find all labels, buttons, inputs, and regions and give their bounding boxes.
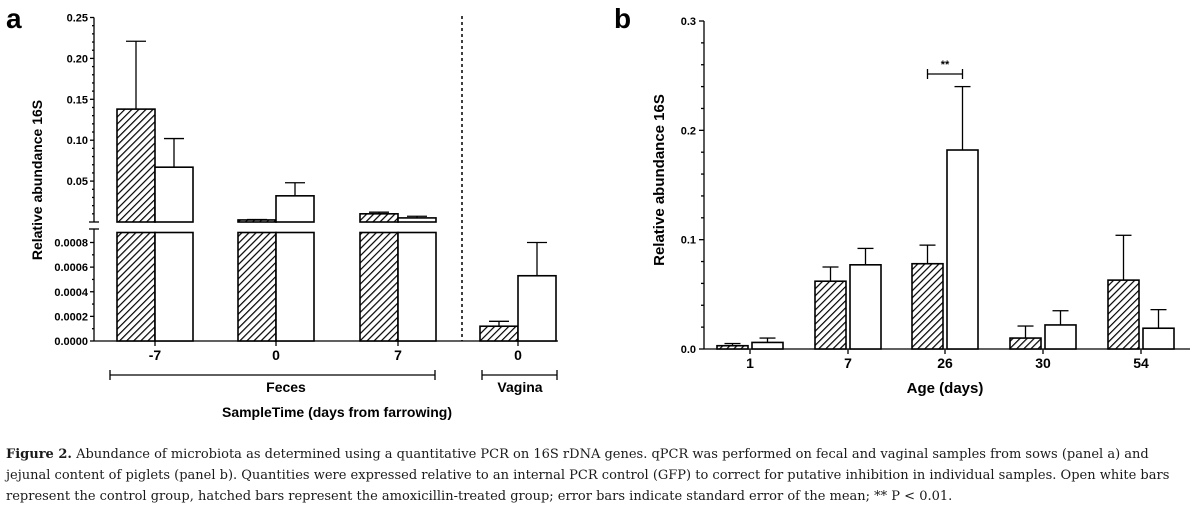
panel-b-x-tick-label: 1 — [746, 355, 754, 371]
panel-a-bar-control — [397, 231, 437, 342]
panel-a-bar-control — [275, 195, 315, 223]
panel-a-bar-control — [517, 274, 557, 342]
panel-a-bar-control — [154, 231, 194, 342]
panel-a-y-tick-label: 0.10 — [67, 135, 88, 147]
figure-2: a Relative abundance 16S SampleTime (day… — [6, 3, 1190, 420]
panel-a-x-tick-label: 0 — [272, 347, 280, 363]
panel-b-y-tick-label: 0.2 — [681, 125, 696, 137]
panel-b-bar-treated — [911, 262, 944, 350]
panel-a-bar-treated — [359, 213, 399, 223]
panel-a-bar-break-gap — [397, 223, 437, 228]
panel-b-bar-treated — [1009, 337, 1042, 350]
panel-a-x-tick-label: -7 — [149, 347, 162, 363]
panel-a-bar-control — [397, 217, 437, 223]
caption-label: Figure 2. — [6, 447, 72, 462]
panel-a-y-tick-label: 0.0004 — [54, 287, 89, 299]
panel-b-y-tick-label: 0.3 — [681, 16, 696, 28]
panel-a-bar-treated — [116, 231, 156, 342]
panel-b-marks: 0.0 0.1 0.2 0.3 1 7 26 30 54 — [681, 16, 1190, 371]
panel-b-ylabel: Relative abundance 16S — [651, 94, 668, 266]
panel-a-y-tick-label: 0.0000 — [54, 336, 88, 348]
panel-a-y-tick-label: 0.25 — [67, 13, 88, 25]
panel-a-xlabel: SampleTime (days from farrowing) — [222, 404, 452, 420]
panel-a-y-tick-label: 0.0002 — [54, 311, 88, 323]
panel-b-bar-control — [946, 149, 979, 350]
panel-a-y-tick-label: 0.0008 — [54, 238, 88, 250]
panel-b-x-tick-label: 30 — [1035, 355, 1051, 371]
figure-caption: Figure 2. Abundance of microbiota as det… — [6, 444, 1196, 507]
panel-a-letter: a — [6, 3, 22, 34]
panel-a-bar-treated — [237, 231, 277, 342]
panel-a-bar-treated — [479, 325, 519, 342]
panel-a-bar-control — [275, 231, 315, 342]
panel-b-letter: b — [614, 3, 631, 34]
panel-a-y-tick-label: 0.0006 — [54, 262, 88, 274]
panel-b-bar-control — [751, 341, 784, 350]
panel-a-y-tick-label: 0.20 — [67, 53, 88, 65]
panel-b-bar-control — [1044, 324, 1077, 350]
panel-b-xlabel: Age (days) — [907, 380, 984, 397]
panel-b-x-tick-label: 26 — [937, 355, 953, 371]
panel-a-bar-control — [154, 166, 194, 223]
panel-a-bar-break-gap — [154, 223, 194, 228]
panel-a-marks: 0.0000 0.0002 0.0004 0.0006 0.0008 0.05 0.10 0.… — [54, 13, 558, 380]
panel-a-x-tick-label: 0 — [514, 347, 522, 363]
significance-label: ** — [941, 59, 950, 71]
panel-b-bar-treated — [716, 344, 749, 350]
panel-b-bar-treated — [814, 280, 847, 350]
panel-b-bar-control — [849, 264, 882, 350]
panel-a-bar-treated — [359, 231, 399, 342]
panel-b-x-tick-label: 54 — [1133, 355, 1149, 371]
panel-a-bar-treated — [116, 108, 156, 223]
caption-text: Abundance of microbiota as determined us… — [6, 447, 1170, 504]
panel-a-bar-treated — [237, 219, 277, 223]
panel-a-y-tick-label: 0.05 — [67, 176, 88, 188]
panel-a-group-feces: Feces — [266, 379, 306, 395]
panel-a-y-tick-label: 0.15 — [67, 94, 88, 106]
panel-a-bar-break-gap — [237, 223, 277, 228]
panel-a-group-vagina: Vagina — [497, 379, 542, 395]
panel-a-x-tick-label: 7 — [394, 347, 402, 363]
panel-b-x-tick-label: 7 — [844, 355, 852, 371]
panel-b-bar-control — [1142, 327, 1175, 350]
panel-b-y-tick-label: 0.1 — [681, 235, 696, 247]
panel-a-bar-break-gap — [116, 223, 156, 228]
panel-a-bar-break-gap — [359, 223, 399, 228]
panel-b-y-tick-label: 0.0 — [681, 344, 696, 356]
panel-a-bar-break-gap — [275, 223, 315, 228]
panel-a-ylabel: Relative abundance 16S — [29, 100, 45, 260]
panel-b-bar-treated — [1107, 279, 1140, 350]
